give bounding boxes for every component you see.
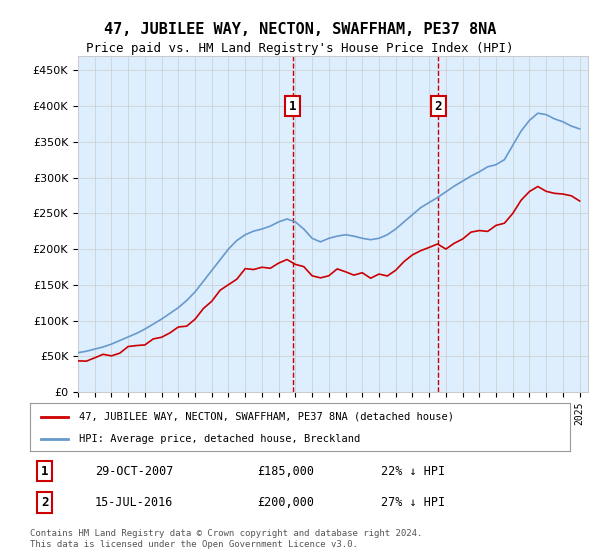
Text: 2: 2 xyxy=(41,496,48,509)
Text: 29-OCT-2007: 29-OCT-2007 xyxy=(95,465,173,478)
Text: HPI: Average price, detached house, Breckland: HPI: Average price, detached house, Brec… xyxy=(79,434,360,444)
Text: 1: 1 xyxy=(41,465,48,478)
Text: 27% ↓ HPI: 27% ↓ HPI xyxy=(381,496,445,509)
Text: Price paid vs. HM Land Registry's House Price Index (HPI): Price paid vs. HM Land Registry's House … xyxy=(86,42,514,55)
Text: 47, JUBILEE WAY, NECTON, SWAFFHAM, PE37 8NA (detached house): 47, JUBILEE WAY, NECTON, SWAFFHAM, PE37 … xyxy=(79,412,454,422)
Text: 47, JUBILEE WAY, NECTON, SWAFFHAM, PE37 8NA: 47, JUBILEE WAY, NECTON, SWAFFHAM, PE37 … xyxy=(104,22,496,38)
Text: 1: 1 xyxy=(289,100,296,113)
Text: Contains HM Land Registry data © Crown copyright and database right 2024.
This d: Contains HM Land Registry data © Crown c… xyxy=(30,529,422,549)
Text: 22% ↓ HPI: 22% ↓ HPI xyxy=(381,465,445,478)
Text: £185,000: £185,000 xyxy=(257,465,314,478)
Text: 2: 2 xyxy=(434,100,442,113)
Text: £200,000: £200,000 xyxy=(257,496,314,509)
Text: 15-JUL-2016: 15-JUL-2016 xyxy=(95,496,173,509)
